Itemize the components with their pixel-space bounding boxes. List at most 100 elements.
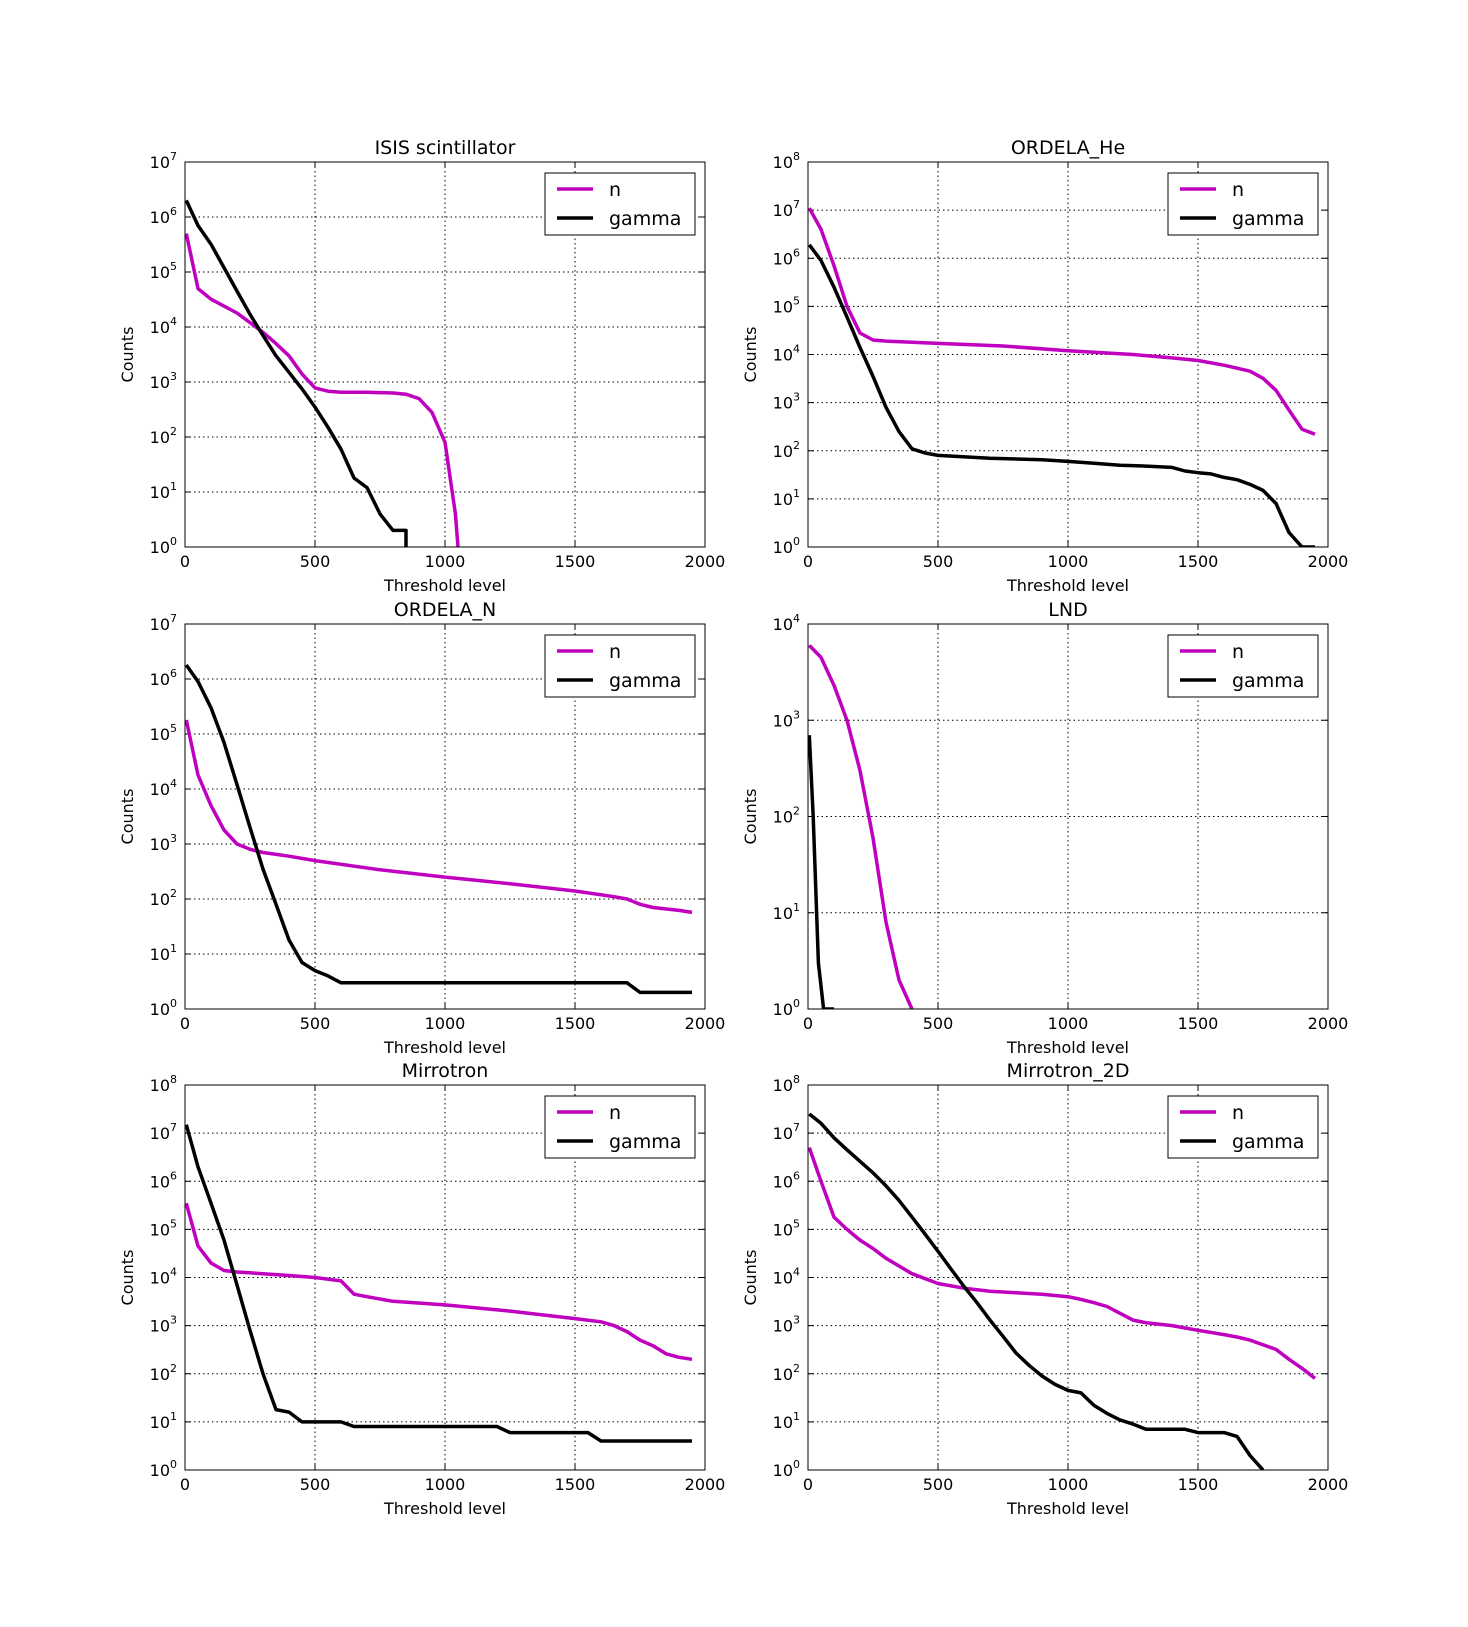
x-tick-label: 1000 xyxy=(425,1475,466,1494)
y-tick-label: 107 xyxy=(150,1121,177,1143)
x-tick-label: 1500 xyxy=(1178,552,1219,571)
x-tick-label: 0 xyxy=(180,1014,190,1033)
series-line-n xyxy=(808,644,914,1009)
x-tick-label: 1000 xyxy=(1048,1475,1089,1494)
legend-box xyxy=(544,172,696,236)
y-tick-label: 102 xyxy=(773,439,800,461)
x-tick-label: 500 xyxy=(300,1014,331,1033)
y-tick-label: 107 xyxy=(773,1121,800,1143)
axes-frame xyxy=(807,623,1329,1010)
legend-label: gamma xyxy=(1232,670,1304,692)
legend-box xyxy=(1167,634,1319,698)
y-tick-label: 103 xyxy=(150,370,177,392)
series-line-n xyxy=(185,719,693,915)
y-tick-label: 101 xyxy=(773,487,800,509)
x-tick-label: 1500 xyxy=(555,552,596,571)
axes-frame xyxy=(807,161,1329,548)
x-axis-label: Threshold level xyxy=(383,1499,506,1518)
x-tick-label: 500 xyxy=(923,552,954,571)
y-tick-label: 104 xyxy=(150,1266,177,1288)
series-line-n xyxy=(808,1147,1317,1380)
y-tick-label: 103 xyxy=(773,391,800,413)
legend: n gamma xyxy=(1167,1095,1319,1159)
chart-panel-6: 0 500 1000 1500 2000 100 101 102 103 104 105 106 107… xyxy=(741,1060,1348,1518)
y-tick-label: 100 xyxy=(773,997,800,1019)
legend-label: n xyxy=(1232,641,1244,663)
x-tick-label: 0 xyxy=(180,1475,190,1494)
y-tick-label: 103 xyxy=(150,832,177,854)
chart-title: ORDELA_N xyxy=(394,599,497,621)
x-tick-label: 500 xyxy=(923,1014,954,1033)
legend-label: n xyxy=(609,179,621,201)
x-axis-label: Threshold level xyxy=(383,576,506,595)
legend: n gamma xyxy=(544,172,696,236)
series-line-n xyxy=(808,207,1316,436)
y-tick-label: 100 xyxy=(150,535,177,557)
y-tick-label: 102 xyxy=(150,1362,177,1384)
legend-box xyxy=(1167,1095,1319,1159)
y-axis-label: Counts xyxy=(118,327,137,383)
legend-label: gamma xyxy=(1232,208,1304,230)
y-tick-label: 100 xyxy=(150,1458,177,1480)
x-tick-label: 0 xyxy=(803,1475,813,1494)
x-tick-label: 1500 xyxy=(1178,1014,1219,1033)
y-tick-label: 104 xyxy=(773,343,800,365)
x-tick-label: 1000 xyxy=(1048,552,1089,571)
series-line-n xyxy=(185,233,460,547)
x-axis-label: Threshold level xyxy=(1006,1038,1129,1057)
chart-title: Mirrotron_2D xyxy=(1007,1060,1130,1082)
y-tick-label: 103 xyxy=(150,1314,177,1336)
y-tick-label: 102 xyxy=(150,887,177,909)
y-tick-label: 106 xyxy=(150,667,177,689)
legend: n gamma xyxy=(544,634,696,698)
series-line-gamma xyxy=(808,735,834,1009)
axes-frame xyxy=(184,1084,706,1471)
x-tick-label: 2000 xyxy=(685,552,726,571)
x-tick-label: 2000 xyxy=(1308,1475,1349,1494)
y-tick-label: 105 xyxy=(773,1217,800,1239)
y-tick-label: 100 xyxy=(773,1458,800,1480)
y-tick-label: 104 xyxy=(773,1266,800,1288)
y-tick-label: 107 xyxy=(150,150,177,172)
x-tick-label: 0 xyxy=(803,552,813,571)
y-tick-label: 102 xyxy=(150,425,177,447)
y-axis-label: Counts xyxy=(118,789,137,845)
x-tick-label: 1000 xyxy=(1048,1014,1089,1033)
series-line-gamma xyxy=(185,1124,692,1443)
y-tick-label: 107 xyxy=(773,198,800,220)
legend-label: gamma xyxy=(609,208,681,230)
legend: n gamma xyxy=(544,1095,696,1159)
axes-frame xyxy=(184,623,706,1010)
y-axis-label: Counts xyxy=(741,1250,760,1306)
legend-label: gamma xyxy=(1232,1131,1304,1153)
y-tick-label: 106 xyxy=(150,1169,177,1191)
y-tick-label: 100 xyxy=(773,535,800,557)
y-tick-label: 101 xyxy=(150,1410,177,1432)
chart-title: ISIS scintillator xyxy=(375,137,516,159)
series-line-gamma xyxy=(808,243,1315,547)
x-tick-label: 0 xyxy=(803,1014,813,1033)
series-line-gamma xyxy=(185,199,408,547)
y-tick-label: 106 xyxy=(773,246,800,268)
chart-panel-1: 0 500 1000 1500 2000 100 101 102 103 104 105 106 107… xyxy=(118,137,725,595)
y-tick-label: 105 xyxy=(150,1217,177,1239)
legend-label: gamma xyxy=(609,670,681,692)
x-axis-label: Threshold level xyxy=(1006,1499,1129,1518)
y-tick-label: 108 xyxy=(773,150,800,172)
chart-panel-5: 0 500 1000 1500 2000 100 101 102 103 104 105 106 107… xyxy=(118,1060,725,1518)
chart-panel-3: 0 500 1000 1500 2000 100 101 102 103 104 105 106 107… xyxy=(118,599,725,1057)
y-tick-label: 101 xyxy=(150,942,177,964)
y-tick-label: 108 xyxy=(773,1073,800,1095)
legend-label: gamma xyxy=(609,1131,681,1153)
y-axis-label: Counts xyxy=(741,789,760,845)
series-line-gamma xyxy=(808,1112,1265,1470)
x-tick-label: 500 xyxy=(300,552,331,571)
legend-box xyxy=(1167,172,1319,236)
x-tick-label: 500 xyxy=(300,1475,331,1494)
y-tick-label: 107 xyxy=(150,612,177,634)
y-tick-label: 100 xyxy=(150,997,177,1019)
y-tick-label: 102 xyxy=(773,1362,800,1384)
chart-panel-4: 0 500 1000 1500 2000 100 101 102 103 104 LND Thresh… xyxy=(741,599,1348,1057)
legend-label: n xyxy=(1232,1102,1244,1124)
